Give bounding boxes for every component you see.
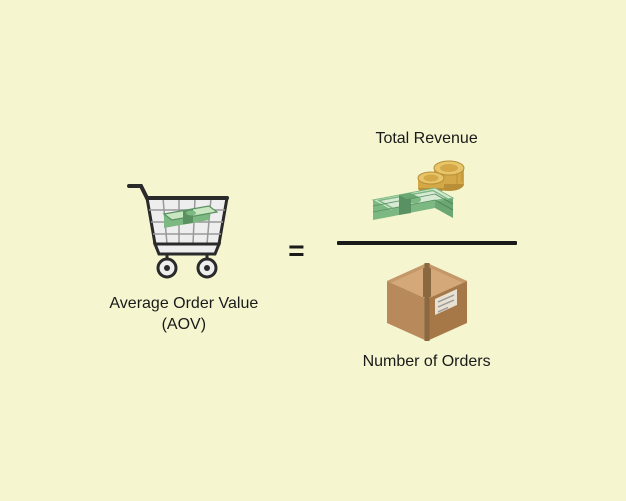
fraction: Total Revenue	[337, 130, 517, 371]
denominator: Number of Orders	[363, 257, 491, 371]
formula-diagram: Average Order Value (AOV) = Total Revenu…	[0, 130, 626, 371]
aov-section: Average Order Value (AOV)	[109, 166, 258, 336]
number-orders-label: Number of Orders	[363, 353, 491, 371]
aov-label: Average Order Value (AOV)	[109, 294, 258, 336]
shipping-box-icon	[377, 257, 477, 347]
aov-label-line2: (AOV)	[109, 315, 258, 336]
numerator: Total Revenue	[367, 130, 487, 229]
shopping-cart-icon	[119, 166, 249, 286]
fraction-bar	[337, 241, 517, 245]
equals-sign: =	[288, 235, 306, 267]
money-coins-icon	[367, 154, 487, 229]
total-revenue-label: Total Revenue	[375, 130, 477, 148]
aov-label-line1: Average Order Value	[109, 294, 258, 315]
